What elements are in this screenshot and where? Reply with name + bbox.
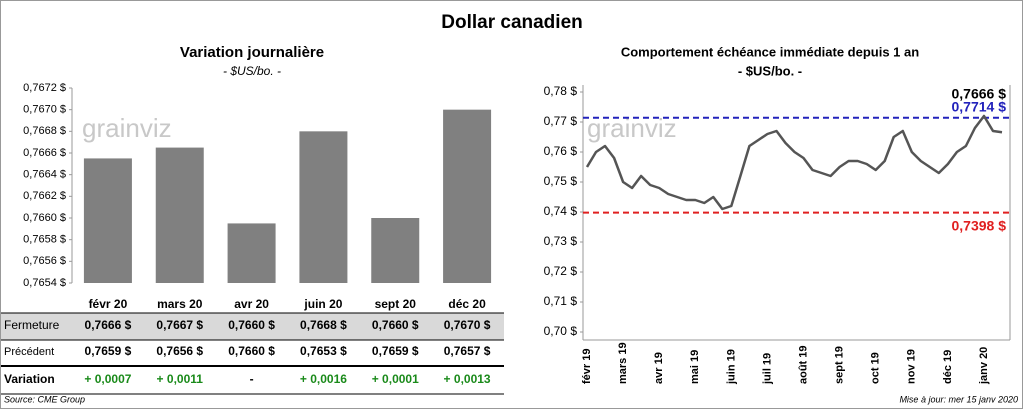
x-tick-label: févr 20 bbox=[89, 297, 128, 311]
watermark: grainviz bbox=[587, 113, 677, 143]
x-tick-label: avr 19 bbox=[653, 352, 665, 384]
y-tick-label: 0,7666 $ bbox=[23, 147, 66, 159]
y-tick-label: 0,73 $ bbox=[544, 234, 578, 248]
reference-label: 0,7398 $ bbox=[952, 217, 1007, 233]
row-label: Précédent bbox=[4, 346, 54, 358]
cell: 0,7667 $ bbox=[156, 318, 203, 332]
x-tick-label: déc 19 bbox=[942, 350, 954, 384]
y-tick-label: 0,7664 $ bbox=[23, 169, 66, 181]
y-tick-label: 0,72 $ bbox=[544, 264, 578, 278]
chart-title: Variation journalière bbox=[180, 44, 324, 61]
bar bbox=[371, 218, 420, 283]
cell: + 0,0007 bbox=[84, 372, 131, 386]
y-tick-label: 0,7668 $ bbox=[23, 125, 66, 137]
y-tick-label: 0,78 $ bbox=[544, 84, 578, 98]
source: Source: CME Group bbox=[4, 394, 85, 404]
y-tick-label: 0,7660 $ bbox=[23, 212, 66, 224]
row-label: Variation bbox=[4, 372, 55, 386]
cell: 0,7660 $ bbox=[228, 318, 275, 332]
cell: 0,7656 $ bbox=[156, 344, 203, 358]
x-tick-label: mars 19 bbox=[617, 342, 629, 384]
cell: + 0,0016 bbox=[300, 372, 347, 386]
y-tick-label: 0,75 $ bbox=[544, 174, 578, 188]
cell: 0,7666 $ bbox=[85, 318, 132, 332]
y-tick-label: 0,76 $ bbox=[544, 144, 578, 158]
updated: Mise à jour: mer 15 janv 2020 bbox=[899, 394, 1018, 404]
x-tick-label: déc 20 bbox=[448, 297, 486, 311]
x-tick-label: juil 19 bbox=[761, 353, 773, 385]
y-tick-label: 0,74 $ bbox=[544, 204, 578, 218]
y-tick-label: 0,77 $ bbox=[544, 114, 578, 128]
annotation: 0,7666 $ bbox=[952, 86, 1007, 102]
chart-title: Comportement échéance immédiate depuis 1… bbox=[621, 44, 919, 59]
row-band bbox=[1, 313, 504, 340]
cell: 0,7657 $ bbox=[444, 344, 491, 358]
cell: + 0,0001 bbox=[372, 372, 419, 386]
cell: 0,7653 $ bbox=[300, 344, 347, 358]
y-tick-label: 0,7654 $ bbox=[23, 277, 66, 289]
page-title: Dollar canadien bbox=[441, 12, 583, 33]
cell: + 0,0013 bbox=[444, 372, 491, 386]
y-tick-label: 0,70 $ bbox=[544, 324, 578, 338]
x-tick-label: juin 19 bbox=[725, 349, 737, 385]
y-tick-label: 0,7656 $ bbox=[23, 255, 66, 267]
x-tick-label: juin 20 bbox=[303, 297, 342, 311]
cell: 0,7670 $ bbox=[444, 318, 491, 332]
bar bbox=[155, 147, 204, 283]
y-tick-label: 0,7658 $ bbox=[23, 234, 66, 246]
reference-label: 0,7714 $ bbox=[952, 99, 1007, 115]
watermark: grainviz bbox=[82, 113, 172, 143]
x-tick-label: nov 19 bbox=[906, 349, 918, 384]
x-tick-label: mai 19 bbox=[689, 350, 701, 384]
x-tick-label: sept 19 bbox=[834, 346, 846, 384]
cell: 0,7668 $ bbox=[300, 318, 347, 332]
x-tick-label: oct 19 bbox=[870, 352, 882, 384]
x-tick-label: sept 20 bbox=[375, 297, 417, 311]
chart-subtitle: - $US/bo. - bbox=[223, 64, 281, 78]
y-tick-label: 0,71 $ bbox=[544, 294, 578, 308]
x-tick-label: mars 20 bbox=[157, 297, 203, 311]
cell: 0,7659 $ bbox=[372, 344, 419, 358]
cell: 0,7660 $ bbox=[372, 318, 419, 332]
y-tick-label: 0,7670 $ bbox=[23, 104, 66, 116]
line-series bbox=[585, 114, 1003, 211]
cell: 0,7660 $ bbox=[228, 344, 275, 358]
bar bbox=[227, 223, 276, 283]
row-label: Fermeture bbox=[4, 318, 60, 332]
cell: 0,7659 $ bbox=[85, 344, 132, 358]
y-tick-label: 0,7672 $ bbox=[23, 82, 66, 94]
bar bbox=[443, 109, 492, 284]
y-tick-label: 0,7662 $ bbox=[23, 190, 66, 202]
bar bbox=[299, 131, 348, 283]
bar bbox=[83, 158, 132, 283]
cell: + 0,0011 bbox=[157, 372, 204, 386]
x-tick-label: févr 19 bbox=[581, 349, 593, 384]
cell: - bbox=[250, 372, 254, 386]
x-tick-label: janv 20 bbox=[978, 347, 990, 385]
chart-subtitle: - $US/bo. - bbox=[738, 63, 802, 78]
x-tick-label: août 19 bbox=[797, 345, 809, 384]
x-tick-label: avr 20 bbox=[234, 297, 269, 311]
